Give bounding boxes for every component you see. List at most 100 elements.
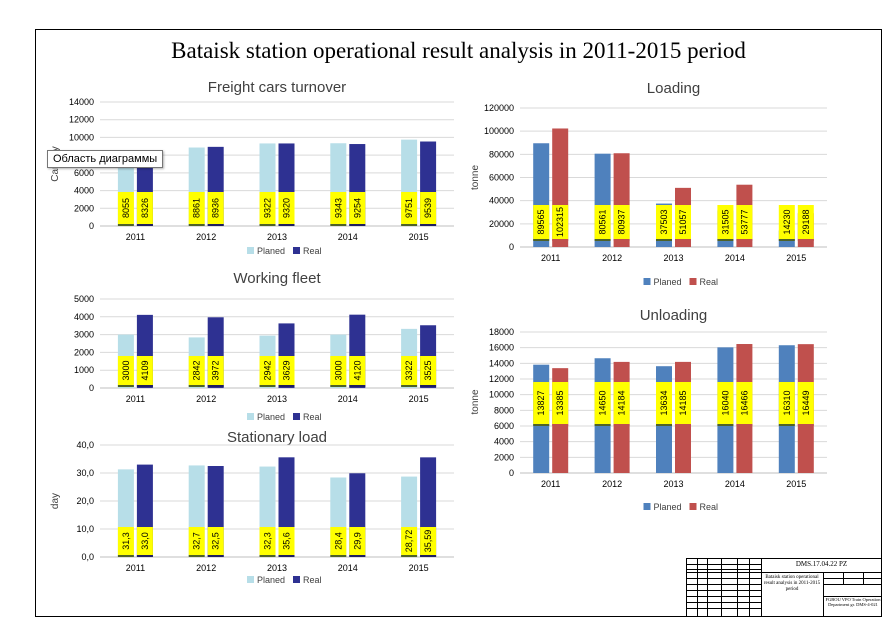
- y-tick-label: 0: [89, 221, 94, 231]
- data-label: 32,5: [211, 532, 221, 550]
- y-tick-label: 5000: [74, 294, 94, 304]
- y-tick-label: 14000: [489, 358, 514, 368]
- data-label: 32,3: [263, 532, 273, 550]
- data-label-box: [778, 205, 795, 239]
- data-label: 9343: [333, 198, 343, 218]
- data-label-base: [675, 424, 691, 426]
- data-label-box: [797, 382, 814, 424]
- data-label: 3000: [121, 360, 131, 380]
- data-label-box: [533, 382, 550, 424]
- data-label-box: [330, 356, 347, 385]
- data-label: 31505: [720, 209, 730, 234]
- data-label-base: [259, 555, 276, 557]
- data-label-box: [136, 356, 153, 385]
- data-label-box: [401, 356, 418, 385]
- legend-label: Real: [303, 575, 322, 585]
- data-label-box: [594, 382, 611, 424]
- y-tick-label: 120000: [484, 103, 514, 113]
- y-tick-label: 6000: [494, 421, 514, 431]
- data-label-box: [330, 192, 347, 224]
- stationary-load-chart[interactable]: Stationary load day 0,0 10,0 20,0 30,0 40,0 31,…: [42, 425, 472, 595]
- x-tick-label: 2013: [663, 253, 683, 263]
- data-label-base: [349, 385, 366, 387]
- data-label-box: [117, 527, 134, 555]
- legend-swatch: [247, 576, 254, 583]
- data-label-box: [188, 356, 205, 385]
- data-label-base: [552, 239, 569, 241]
- freight-cars-turnover-chart[interactable]: Freight cars turnoverCar·day020004000600…: [42, 72, 472, 268]
- data-label-box: [259, 527, 276, 555]
- chart-title: Freight cars turnover: [208, 79, 346, 96]
- data-label: 89565: [536, 209, 546, 234]
- y-tick-label: 100000: [484, 126, 514, 136]
- y-tick-label: 2000: [494, 452, 514, 462]
- data-label-box: [533, 205, 550, 239]
- data-label: 16466: [739, 390, 749, 415]
- loading-chart[interactable]: Loading tonne 0 20000 40000 60000 80000 100000 1…: [462, 75, 854, 295]
- x-tick-label: 2012: [196, 232, 216, 242]
- data-label: 14185: [678, 390, 688, 415]
- data-label-base: [188, 385, 205, 387]
- data-label-box: [552, 205, 569, 239]
- data-label-base: [675, 239, 691, 241]
- data-label: 80937: [617, 209, 627, 234]
- y-tick-label: 12000: [69, 115, 94, 125]
- data-label-box: [349, 356, 366, 385]
- data-label: 80561: [598, 209, 608, 234]
- data-label: 29188: [801, 209, 811, 234]
- working-fleet-chart[interactable]: Working fleet 0 1000 2000 3000 4000 5000 3000 41…: [42, 266, 472, 430]
- data-label-box: [656, 205, 672, 239]
- data-label-base: [136, 224, 153, 226]
- data-label-box: [552, 382, 569, 424]
- data-label-base: [778, 239, 795, 241]
- data-label-base: [259, 385, 276, 387]
- unloading-chart[interactable]: Unloading tonne 0 2000 4000 6000 8000 10000 1200…: [462, 302, 854, 524]
- y-axis-label: tonne: [470, 165, 481, 190]
- chart-area-tooltip: Область диаграммы: [47, 150, 164, 168]
- x-tick-label: 2013: [267, 232, 287, 242]
- x-tick-label: 2014: [338, 394, 358, 404]
- data-label: 32,7: [192, 532, 202, 550]
- x-tick-label: 2015: [786, 479, 806, 489]
- data-label-base: [278, 385, 295, 387]
- x-tick-label: 2013: [267, 563, 287, 573]
- legend-swatch: [247, 413, 254, 420]
- data-label-base: [717, 239, 734, 241]
- data-label-base: [533, 239, 550, 241]
- data-label-box: [656, 382, 672, 424]
- stamp-organization: FGBOU VPO Train Operation Department gr.…: [825, 597, 881, 607]
- data-label-box: [259, 192, 276, 224]
- data-label: 35,6: [282, 532, 292, 550]
- data-label-box: [278, 356, 295, 385]
- data-label: 9539: [423, 198, 433, 218]
- data-label-box: [401, 192, 418, 224]
- data-label: 3629: [282, 360, 292, 380]
- data-label-base: [330, 224, 347, 226]
- data-label-base: [330, 385, 347, 387]
- stamp-description: Bataisk station operational result analy…: [763, 575, 821, 592]
- data-label-base: [207, 385, 224, 387]
- data-label: 8055: [121, 198, 131, 218]
- data-label-base: [594, 239, 611, 241]
- legend-swatch: [247, 247, 254, 254]
- x-tick-label: 2011: [541, 253, 560, 263]
- data-label-box: [613, 205, 630, 239]
- legend-label: Planed: [257, 412, 285, 422]
- data-label-box: [278, 192, 295, 224]
- data-label: 9322: [263, 198, 273, 218]
- data-label-box: [188, 192, 205, 224]
- x-tick-label: 2011: [126, 232, 145, 242]
- x-tick-label: 2012: [196, 394, 216, 404]
- data-label-box: [330, 527, 347, 555]
- legend-swatch: [293, 247, 300, 254]
- y-tick-label: 3000: [74, 330, 94, 340]
- data-label: 102315: [555, 207, 565, 237]
- data-label-box: [136, 192, 153, 224]
- data-label: 4109: [140, 360, 150, 380]
- data-label-box: [401, 527, 418, 555]
- data-label-base: [656, 239, 672, 241]
- legend-swatch: [689, 278, 697, 285]
- chart-title: Stationary load: [227, 429, 327, 446]
- data-label-base: [736, 239, 753, 241]
- y-tick-label: 8000: [494, 405, 514, 415]
